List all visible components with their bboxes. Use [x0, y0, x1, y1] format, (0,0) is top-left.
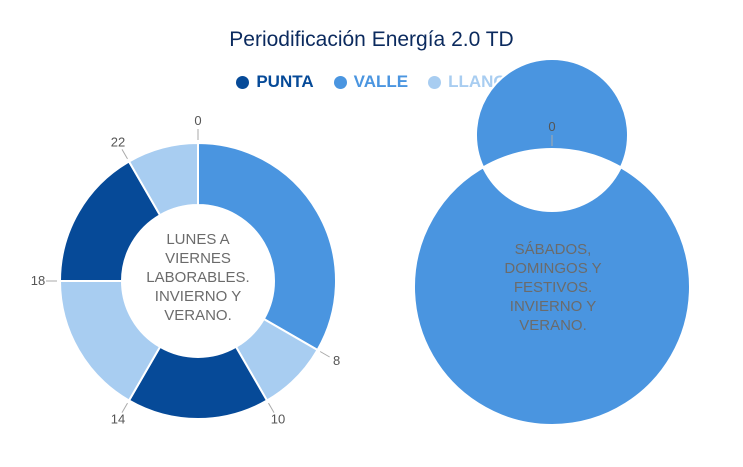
- donut-1-tick-label-10: 10: [271, 412, 285, 427]
- legend-marker-punta: [236, 75, 250, 89]
- donut-1-slice-valle-0-8[interactable]: [197, 141, 337, 352]
- legend: PUNTA VALLE LLANO: [0, 72, 743, 92]
- donut-1-tick-label-22: 22: [111, 134, 125, 149]
- legend-marker-llano: [428, 75, 442, 89]
- chart-title: Periodificación Energía 2.0 TD: [229, 28, 514, 51]
- donut-2-tick-label-0: 0: [548, 119, 555, 134]
- donut-1-tick-label-8: 8: [333, 353, 340, 368]
- donut-1-tick-label-0: 0: [194, 113, 201, 128]
- legend-marker-valle: [333, 75, 347, 89]
- donut-2-slice-valle-0-24[interactable]: [413, 58, 691, 426]
- legend-label-llano: LLANO: [448, 72, 507, 91]
- legend-label-valle: VALLE: [353, 72, 409, 91]
- donut-1-tick-mark-8: [319, 351, 330, 358]
- donut-center-label-weekends: SÁBADOS, DOMINGOS Y FESTIVOS. INVIERNO Y…: [504, 240, 602, 334]
- donut-1-tick-mark-22: [121, 149, 128, 160]
- donut-1-tick-label-14: 14: [111, 412, 125, 427]
- donut-1-slice-llano-22-24[interactable]: [127, 141, 199, 217]
- donut-1-tick-mark-14: [121, 402, 128, 413]
- donut-center-label-weekdays: LUNES A VIERNES LABORABLES. INVIERNO Y V…: [146, 230, 250, 324]
- legend-item-valle[interactable]: VALLE: [333, 72, 409, 92]
- donut-1-tick-mark-10: [268, 402, 275, 413]
- legend-item-punta[interactable]: PUNTA: [236, 72, 314, 92]
- donut-1-tick-label-18: 18: [31, 273, 45, 288]
- legend-label-punta: PUNTA: [256, 72, 314, 91]
- legend-item-llano[interactable]: LLANO: [428, 72, 507, 92]
